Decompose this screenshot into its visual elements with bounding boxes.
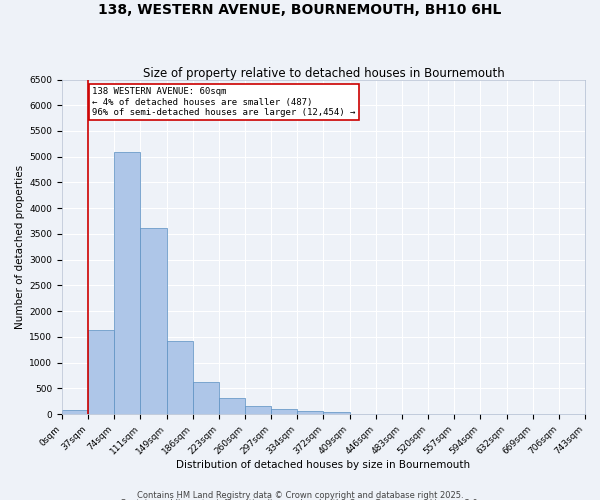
Y-axis label: Number of detached properties: Number of detached properties [15,164,25,329]
Bar [140,228,167,414]
Text: 138 WESTERN AVENUE: 60sqm
← 4% of detached houses are smaller (487)
96% of semi-: 138 WESTERN AVENUE: 60sqm ← 4% of detach… [92,87,355,117]
Bar [271,410,297,414]
Bar [62,410,88,414]
Bar [114,152,140,414]
Bar [167,341,193,414]
Title: Size of property relative to detached houses in Bournemouth: Size of property relative to detached ho… [143,66,505,80]
Bar [88,330,114,414]
X-axis label: Distribution of detached houses by size in Bournemouth: Distribution of detached houses by size … [176,460,470,470]
Text: 138, WESTERN AVENUE, BOURNEMOUTH, BH10 6HL: 138, WESTERN AVENUE, BOURNEMOUTH, BH10 6… [98,2,502,16]
Text: Contains HM Land Registry data © Crown copyright and database right 2025.: Contains HM Land Registry data © Crown c… [137,490,463,500]
Bar [193,382,219,414]
Bar [323,412,350,414]
Bar [245,406,271,414]
Bar [219,398,245,414]
Bar [297,411,323,414]
Text: Contains public sector information licensed under the Open Government Licence 3.: Contains public sector information licen… [120,499,480,500]
